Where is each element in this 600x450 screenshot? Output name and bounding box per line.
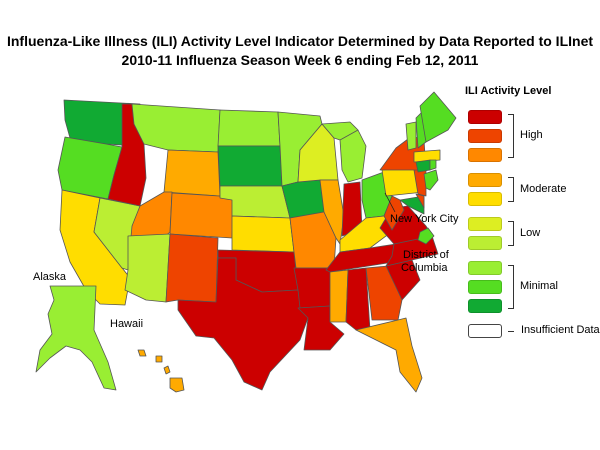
- state-wy: [163, 149, 221, 197]
- legend-title: ILI Activity Level: [465, 85, 552, 97]
- legend-swatch-moderate-6: [468, 192, 502, 206]
- state-md: [399, 195, 425, 215]
- nyc-leader-line: [384, 192, 396, 213]
- state-me: [419, 91, 457, 143]
- legend-swatch-insufficient: [468, 324, 502, 338]
- state-mt: [131, 103, 221, 153]
- legend-bracket: [508, 177, 514, 202]
- legend-label-low: Low: [520, 226, 541, 239]
- state-dc: [417, 227, 435, 245]
- legend-swatch-minimal-3: [468, 261, 502, 275]
- legend-label-moderate: Moderate: [520, 182, 567, 195]
- map-title: Influenza-Like Illness (ILI) Activity Le…: [6, 33, 594, 49]
- label-dc-line1: District of: [403, 249, 450, 261]
- legend-label-insufficient-data: Insufficient Data: [521, 324, 600, 336]
- state-ar: [293, 267, 335, 309]
- state-tx: [177, 257, 309, 391]
- state-vt: [405, 121, 417, 151]
- state-al: [345, 267, 371, 331]
- legend-swatch-low-5: [468, 217, 502, 231]
- legend-label-minimal: Minimal: [520, 280, 558, 292]
- map-annotations: New York City District of Columbia Alask…: [33, 192, 459, 330]
- legend-bracket: [508, 114, 514, 158]
- state-fl: [355, 317, 423, 393]
- legend-swatch-minimal-2: [468, 280, 502, 294]
- state-nyc: [423, 169, 439, 191]
- state-ri: [429, 159, 437, 171]
- map-subtitle: 2010-11 Influenza Season Week 6 ending F…: [121, 52, 479, 68]
- label-alaska: Alaska: [33, 271, 67, 283]
- legend-swatch-low-4: [468, 236, 502, 250]
- state-shapes: [35, 91, 457, 393]
- state-ma: [413, 149, 441, 163]
- label-dc-line2: Columbia: [401, 262, 448, 274]
- label-new-york-city: New York City: [390, 213, 459, 225]
- state-sd: [217, 145, 283, 187]
- state-ia: [281, 179, 325, 219]
- legend-swatch-high-8: [468, 148, 502, 162]
- state-ms: [329, 269, 349, 323]
- legend-connector: [508, 331, 514, 332]
- state-hi: [137, 349, 185, 393]
- state-mi: [321, 121, 367, 183]
- label-hawaii: Hawaii: [110, 318, 143, 330]
- state-nm: [165, 233, 219, 303]
- state-wv: [383, 195, 405, 231]
- state-de: [415, 193, 425, 209]
- state-nd: [217, 109, 281, 147]
- state-az: [124, 233, 171, 303]
- legend-label-high: High: [520, 129, 543, 141]
- legend-bracket: [508, 221, 514, 246]
- legend-swatch-minimal-1: [468, 299, 502, 313]
- state-co: [169, 192, 235, 239]
- state-ks: [231, 215, 295, 253]
- legend-swatch-high-10: [468, 110, 502, 124]
- legend-swatch-moderate-7: [468, 173, 502, 187]
- state-ct: [415, 159, 431, 173]
- legend-bracket: [508, 265, 514, 309]
- state-ak: [35, 285, 117, 391]
- legend-swatch-high-9: [468, 129, 502, 143]
